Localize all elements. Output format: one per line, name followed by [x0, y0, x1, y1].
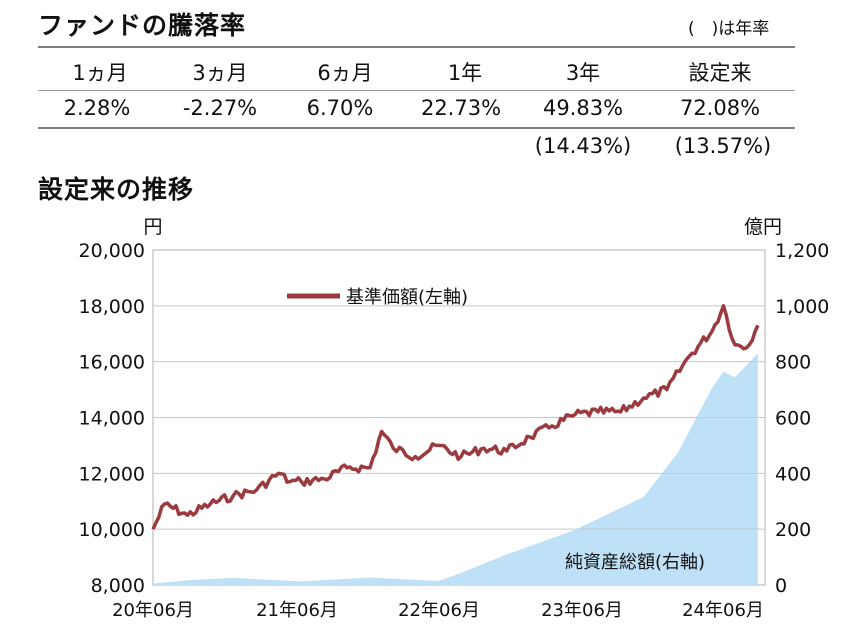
- value-3y: 49.83%: [542, 96, 624, 120]
- value-3m: -2.27%: [182, 96, 258, 120]
- x-axis-tick-label: 23年06月: [541, 600, 623, 621]
- header-since-inception: 設定来: [688, 61, 752, 85]
- right-axis-tick-label: 0: [775, 575, 787, 597]
- left-axis-tick-label: 20,000: [79, 240, 145, 262]
- header-3m: 3ヵ月: [192, 61, 248, 85]
- right-axis-tick-label: 400: [775, 463, 811, 485]
- header-1y: 1年: [447, 61, 483, 85]
- left-axis-unit: 円: [143, 216, 162, 238]
- value-1y: 22.73%: [420, 96, 502, 120]
- x-axis-tick-label: 22年06月: [398, 600, 480, 621]
- right-axis-tick-label: 200: [775, 519, 811, 541]
- header-3y: 3年: [565, 61, 601, 85]
- value-since-inception: 72.08%: [679, 96, 761, 120]
- header-6m: 6ヵ月: [317, 61, 373, 85]
- annualized-3y: (14.43%): [534, 134, 632, 158]
- left-axis-tick-label: 8,000: [91, 575, 145, 597]
- x-axis-tick-label: 24年06月: [682, 600, 764, 621]
- right-axis-tick-label: 1,000: [775, 296, 829, 318]
- left-axis-tick-label: 14,000: [79, 408, 145, 430]
- left-axis-tick-label: 12,000: [79, 463, 145, 485]
- left-axis-tick-label: 18,000: [79, 296, 145, 318]
- right-axis-tick-label: 800: [775, 352, 811, 374]
- annualized-note: ( )は年率: [688, 19, 770, 39]
- table-bottom-rule: [38, 127, 795, 129]
- net-assets-area: [153, 353, 758, 585]
- header-1m: 1ヵ月: [72, 61, 128, 85]
- nav-line: [151, 304, 760, 530]
- history-title: 設定来の推移: [38, 175, 195, 204]
- performance-title: ファンドの騰落率: [38, 11, 247, 40]
- table-top-rule: [38, 46, 795, 48]
- x-axis-tick-label: 20年06月: [112, 600, 194, 621]
- left-axis-tick-label: 16,000: [79, 352, 145, 374]
- x-axis-tick-label: 21年06月: [256, 600, 338, 621]
- right-axis-tick-label: 600: [775, 408, 811, 430]
- legend-label-nav: 基準価額(左軸): [346, 287, 468, 308]
- annualized-since-inception: (13.57%): [674, 134, 772, 158]
- value-1m: 2.28%: [63, 96, 131, 120]
- right-axis-unit: 億円: [744, 216, 782, 238]
- label-net-assets: 純資産総額(右軸): [565, 552, 705, 573]
- left-axis-tick-label: 10,000: [79, 519, 145, 541]
- right-axis-tick-label: 1,200: [775, 240, 829, 262]
- table-header-rule: [38, 90, 795, 91]
- value-6m: 6.70%: [306, 96, 374, 120]
